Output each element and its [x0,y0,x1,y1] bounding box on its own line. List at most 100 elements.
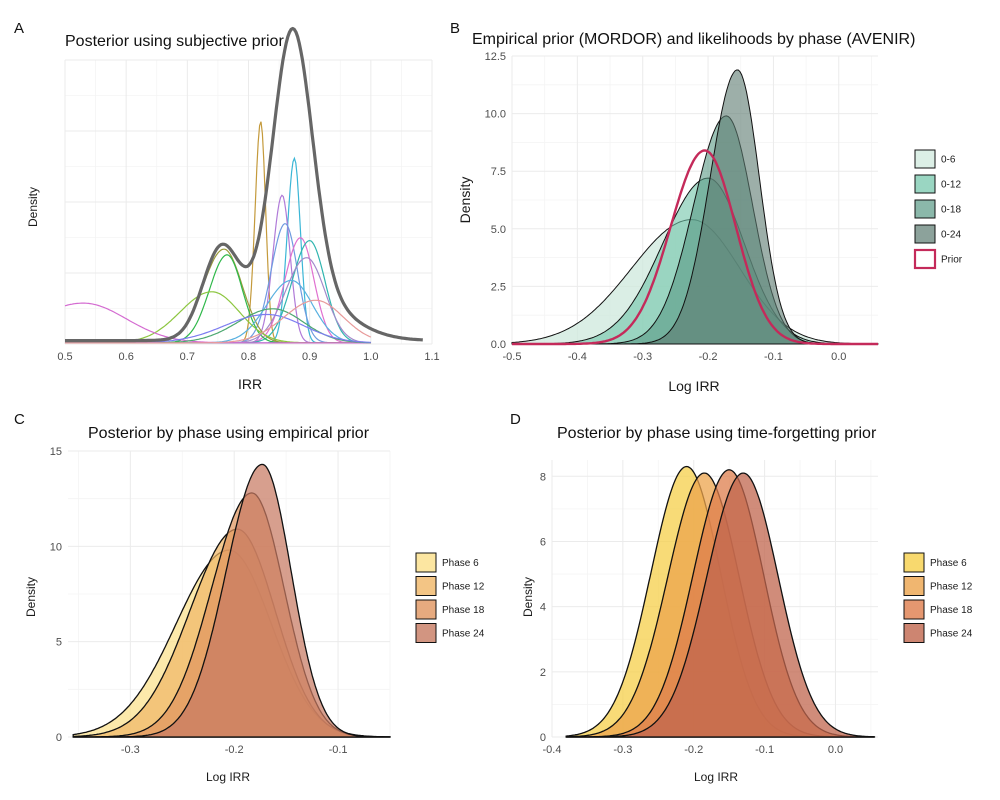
legend-key-0-12 [914,174,936,194]
panel-label-a: A [14,20,24,37]
x-tick-0-5: 0.5 [57,351,72,363]
legend-label-0-12: 0-12 [941,180,961,191]
panel-a: A Posterior using subjective prior 0.5 0.… [14,20,440,392]
y-tick-0-0: 0.0 [491,339,506,351]
y-tick-5-0: 5.0 [491,224,506,236]
panel-b-ticks: -0.5 -0.4 -0.3 -0.2 -0.1 0.0 0.0 2.5 5.0 7.5 10.0 1… [485,51,847,363]
legend-label-0-18: 0-18 [941,205,961,216]
legend-label-phase-12: Phase 12 [930,582,973,593]
legend-label-phase-6: Phase 6 [930,558,967,569]
legend-label-prior: Prior [941,255,963,266]
panel-a-grid [64,59,433,345]
legend-key-phase-12 [415,576,437,596]
pooled-posterior-line [65,26,423,343]
panel-d-y-label: Density [521,577,535,617]
panel-d-series [565,465,876,738]
legend-key-phase-6 [903,552,925,573]
legend-label-phase-6: Phase 6 [442,558,479,569]
panel-c-y-label: Density [24,577,38,617]
y-tick-7-5: 7.5 [491,166,506,178]
panel-b: B Empirical prior (MORDOR) and likelihoo… [450,20,963,394]
x-tick-0-4: -0.4 [543,744,562,756]
panel-c-ticks: -0.3 -0.2 -0.1 0 5 10 15 [50,446,348,756]
panel-d-x-label: Log IRR [694,770,738,784]
density-line-prior [512,149,878,346]
panel-d: D Posterior by phase using time-forgetti… [510,411,973,784]
x-tick-0-0: 0.0 [831,351,846,363]
density-line-15 [65,299,372,344]
x-tick-0-5: -0.5 [503,351,522,363]
panel-c: C Posterior by phase using empirical pri… [14,411,485,784]
x-tick-0-3: -0.3 [121,744,140,756]
legend-key-prior [913,248,937,270]
density-area-phase-24 [566,472,876,738]
panel-d-legend: Phase 6 Phase 12 Phase 18 Phase 24 [903,552,973,643]
x-tick-0-4: -0.4 [568,351,587,363]
panel-c-legend: Phase 6 Phase 12 Phase 18 Phase 24 [415,552,485,643]
legend-label-phase-18: Phase 18 [442,605,485,616]
legend-label-phase-18: Phase 18 [930,605,973,616]
panel-label-b: B [450,20,460,37]
density-area-phase-24 [73,463,390,738]
panel-label-c: C [14,411,25,428]
legend-key-0-24 [914,224,936,244]
panel-b-series [511,69,879,346]
x-tick-0-0: 0.0 [828,744,843,756]
x-tick-0-3: -0.3 [613,744,632,756]
panel-b-legend: 0-6 0-12 0-18 0-24 Prior [913,149,963,270]
x-tick-0-2: -0.2 [684,744,703,756]
x-tick-0-2: -0.2 [225,744,244,756]
legend-label-phase-12: Phase 12 [442,582,485,593]
x-tick-0-9: 0.9 [302,351,317,363]
y-tick-2: 2 [540,667,546,679]
x-tick-0-2: -0.2 [699,351,718,363]
panel-a-x-ticks: 0.5 0.6 0.7 0.8 0.9 1.0 1.1 [57,351,439,363]
legend-label-0-6: 0-6 [941,155,956,166]
legend-key-0-6 [914,149,936,169]
legend-label-phase-24: Phase 24 [930,629,973,640]
legend-key-phase-24 [415,623,437,643]
x-tick-0-1: -0.1 [329,744,348,756]
panel-d-ticks: -0.4 -0.3 -0.2 -0.1 0.0 0 2 4 6 8 [540,471,843,756]
legend-key-0-18 [914,199,936,219]
legend-key-phase-18 [415,599,437,620]
panel-label-d: D [510,411,521,428]
panel-c-title: Posterior by phase using empirical prior [88,425,370,442]
panel-a-x-label: IRR [238,376,262,392]
x-tick-1-0: 1.0 [363,351,378,363]
x-tick-1-1: 1.1 [424,351,439,363]
y-tick-5: 5 [56,637,62,649]
x-tick-0-8: 0.8 [241,351,256,363]
panel-c-x-label: Log IRR [206,770,250,784]
y-tick-10: 10 [50,541,62,553]
legend-label-phase-24: Phase 24 [442,629,485,640]
legend-key-phase-18 [903,599,925,620]
legend-key-phase-12 [903,576,925,596]
y-tick-12-5: 12.5 [485,51,506,63]
y-tick-8: 8 [540,471,546,483]
y-tick-4: 4 [540,602,546,614]
legend-key-phase-6 [415,552,437,573]
x-tick-0-7: 0.7 [180,351,195,363]
x-tick-0-1: -0.1 [764,351,783,363]
panel-b-x-label: Log IRR [668,378,719,394]
panel-a-series [64,26,423,344]
panel-a-y-label: Density [26,187,40,227]
y-tick-6: 6 [540,536,546,548]
panel-d-title: Posterior by phase using time-forgetting… [557,425,877,442]
panel-b-title: Empirical prior (MORDOR) and likelihoods… [472,31,915,48]
y-tick-15: 15 [50,446,62,458]
x-tick-0-3: -0.3 [633,351,652,363]
x-tick-0-6: 0.6 [119,351,134,363]
y-tick-2-5: 2.5 [491,281,506,293]
legend-label-0-24: 0-24 [941,230,961,241]
y-tick-10-0: 10.0 [485,109,506,121]
panel-a-title: Posterior using subjective prior [65,33,284,50]
panel-b-y-label: Density [457,177,473,224]
y-tick-0: 0 [540,732,546,744]
y-tick-0: 0 [56,732,62,744]
x-tick-0-1: -0.1 [755,744,774,756]
panel-c-series [72,463,391,738]
legend-key-phase-24 [903,623,925,643]
